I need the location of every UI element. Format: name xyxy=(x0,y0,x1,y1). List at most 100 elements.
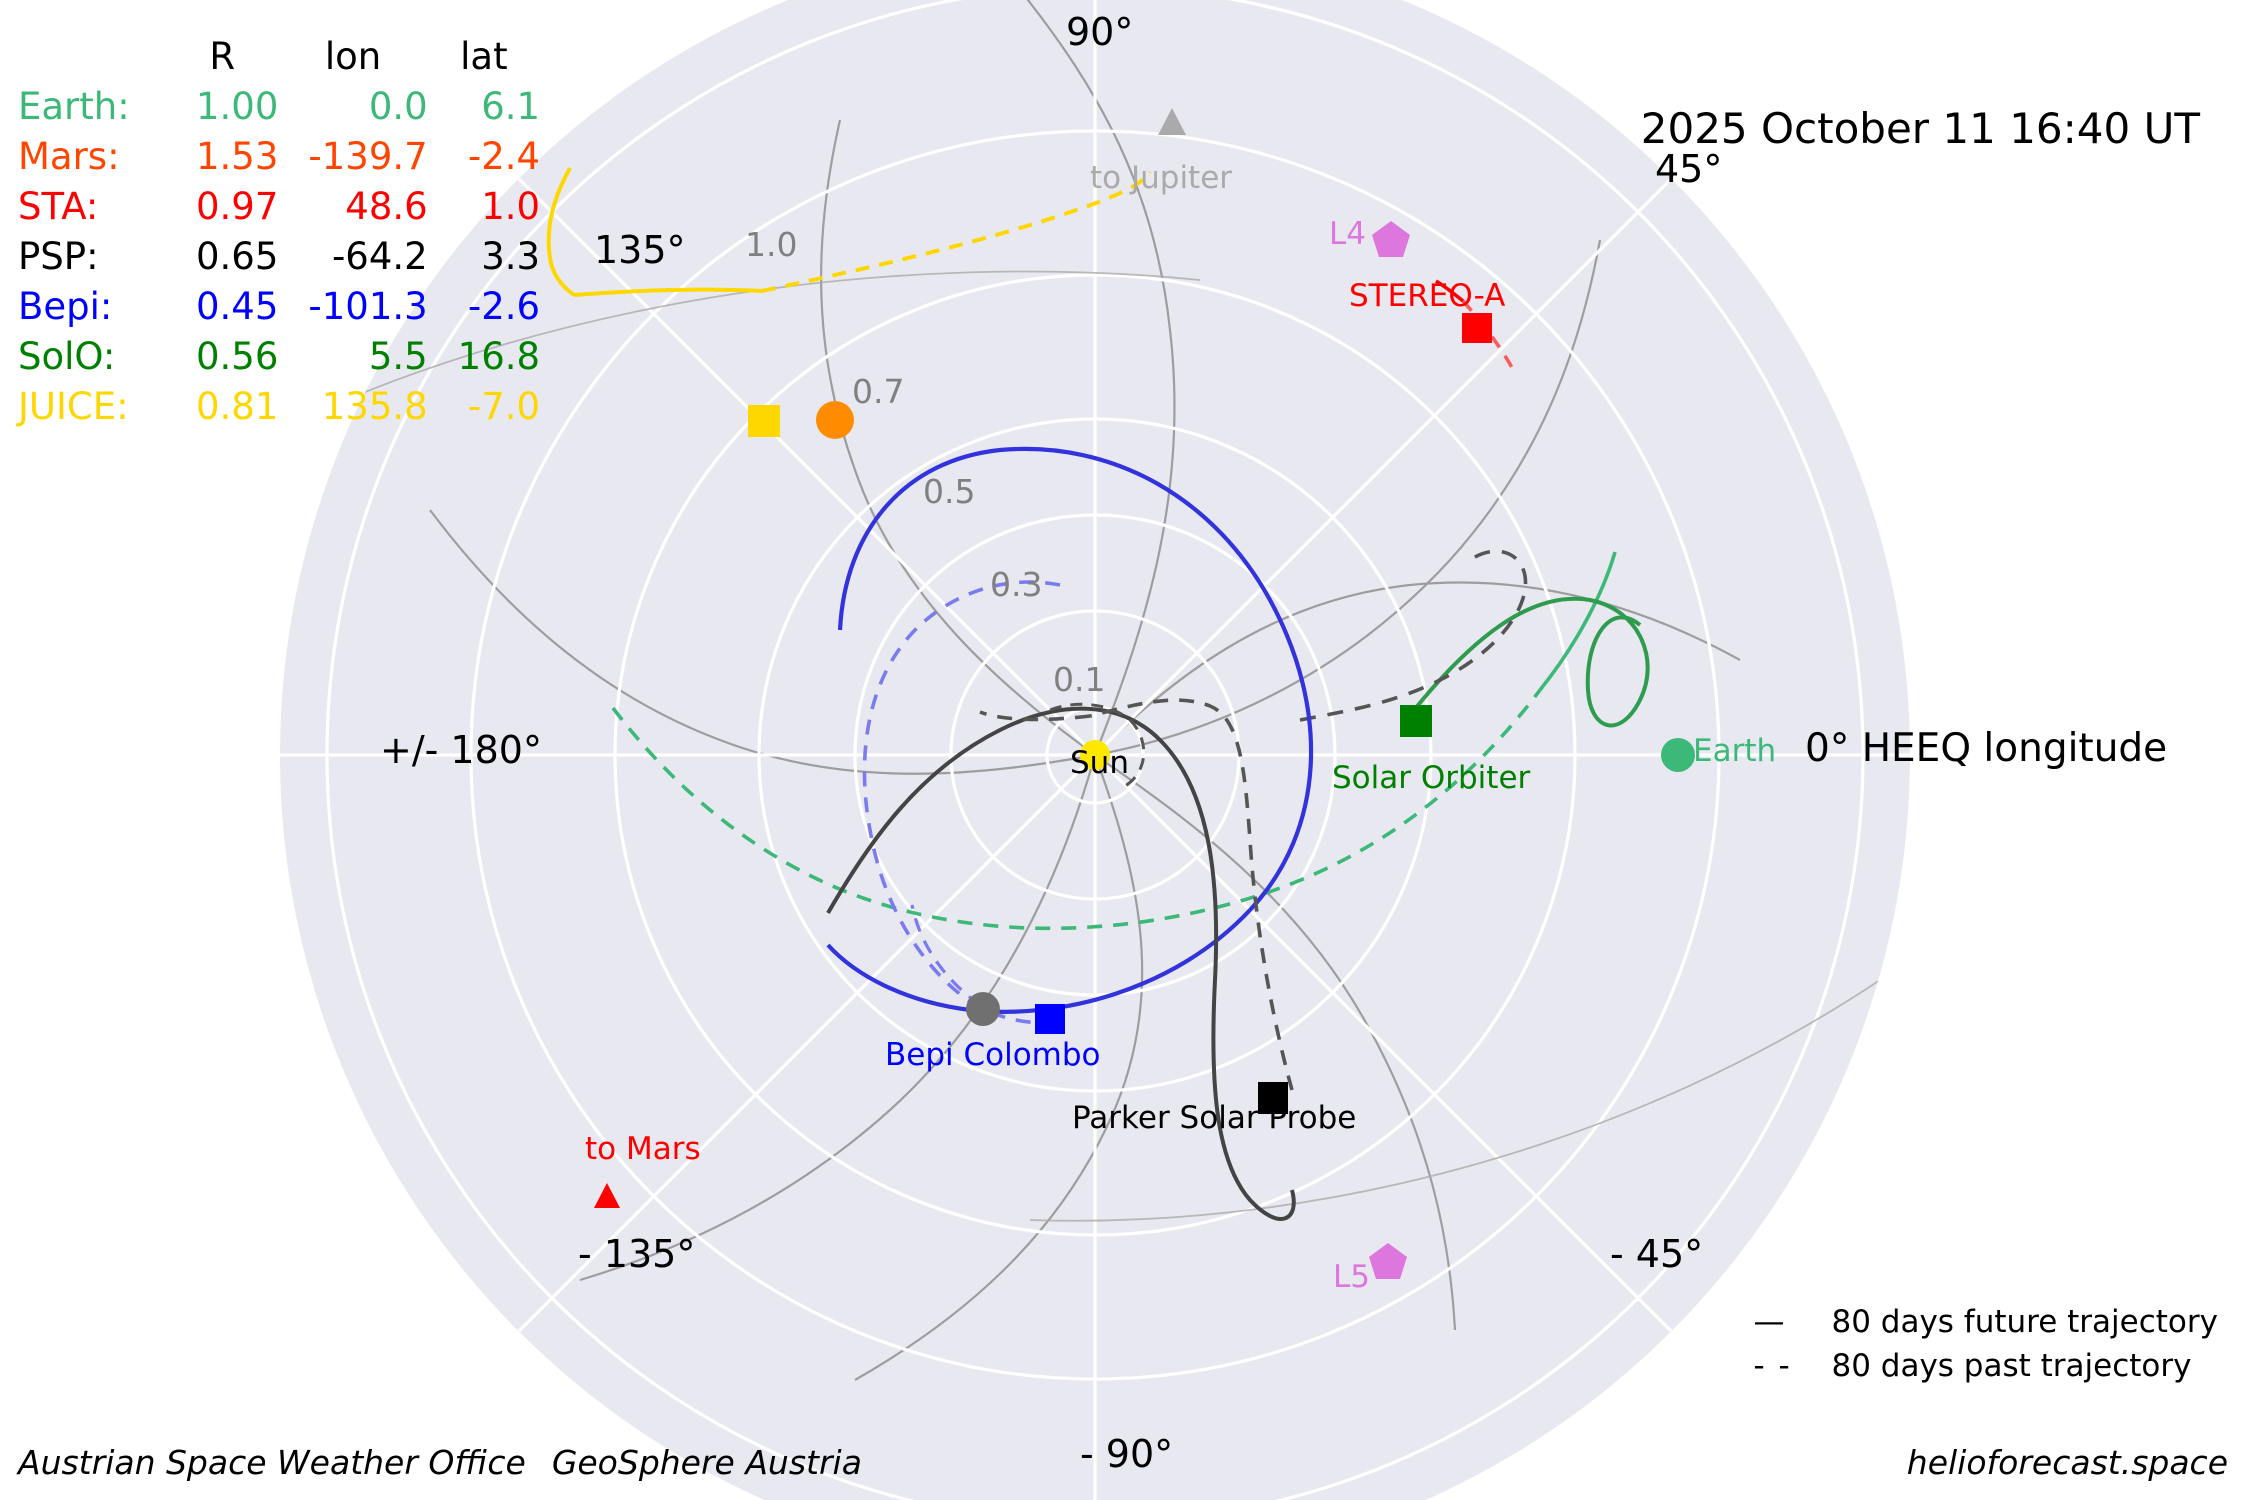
trajectory-earth-future xyxy=(1538,551,1617,692)
table-header-row: R lon lat xyxy=(18,38,540,81)
row-r-value: 1.00 xyxy=(196,84,279,128)
trajectory-inner-dashed xyxy=(1049,702,1146,788)
table-row: SolO: 0.56 5.5 16.8 xyxy=(18,331,540,381)
row-lon-value: -139.7 xyxy=(308,134,428,178)
trajectory-psp-past xyxy=(1089,698,1294,1091)
table-row: Mars: 1.53 -139.7 -2.4 xyxy=(18,131,540,181)
row-lat-value: 16.8 xyxy=(457,334,541,378)
row-lon-value: -101.3 xyxy=(308,284,428,328)
marker-to-mars[interactable] xyxy=(594,1183,620,1208)
table-header-lon: lon xyxy=(324,35,382,78)
object-label-l5[interactable]: L5 xyxy=(1333,1259,1370,1295)
row-label-sta: STA: xyxy=(18,184,99,228)
object-label-jupiter[interactable]: to Jupiter xyxy=(1090,160,1233,196)
trajectory-psp-future xyxy=(826,706,1296,1221)
table-row: PSP: 0.65 -64.2 3.3 xyxy=(18,231,540,281)
table-body: Earth: 1.00 0.0 6.1 Mars: 1.53 -139.7 -2.4 STA: 0… xyxy=(18,81,540,431)
marker-juice[interactable] xyxy=(748,405,780,437)
legend-item-future: — 80 days future trajectory xyxy=(1753,1300,2218,1344)
row-lon-value: 0.0 xyxy=(368,84,428,128)
radial-label-0-5: 0.5 xyxy=(923,472,976,511)
marker-stereo-a[interactable] xyxy=(1462,313,1492,343)
trajectory-juice-future xyxy=(546,167,576,297)
trajectory-stereoa-future xyxy=(1435,279,1465,303)
datetime-title: 2025 October 11 16:40 UT xyxy=(1640,104,2200,153)
row-r-value: 0.56 xyxy=(196,334,279,378)
marker-l4[interactable] xyxy=(1372,221,1410,257)
row-lon-value: 135.8 xyxy=(321,384,428,428)
angle-label-135-2: 135° xyxy=(594,228,686,272)
footer-office: Austrian Space Weather Office xyxy=(18,1443,526,1482)
marker-solar-orbiter[interactable] xyxy=(1400,705,1432,737)
object-label-bepi[interactable]: Bepi Colombo xyxy=(885,1037,1101,1073)
angle-label-45-1: 45° xyxy=(1655,147,1723,191)
footer-left: Austrian Space Weather Office GeoSphere A… xyxy=(18,1443,862,1482)
trajectory-earth-past xyxy=(611,688,1542,931)
row-label-juice: JUICE: xyxy=(18,384,129,428)
row-label-mars: Mars: xyxy=(18,134,120,178)
legend-label-past: 80 days past trajectory xyxy=(1831,1348,2192,1384)
row-r-value: 0.97 xyxy=(196,184,279,228)
trajectory-stereoa-past xyxy=(1461,299,1517,374)
row-lat-value: -2.6 xyxy=(467,284,541,328)
radial-label-1-0: 1.0 xyxy=(745,225,798,264)
row-label-solo: SolO: xyxy=(18,334,116,378)
body-markers xyxy=(594,108,1695,1279)
heeq-longitude-label: 0° HEEQ longitude xyxy=(1805,726,2168,771)
row-lat-value: -2.4 xyxy=(467,134,541,178)
row-lon-value: 5.5 xyxy=(368,334,428,378)
radial-label-0-7: 0.7 xyxy=(852,372,905,411)
footer-right: helioforecast.space xyxy=(1906,1443,2228,1482)
row-label-earth: Earth: xyxy=(18,84,130,128)
table-row: STA: 0.97 48.6 1.0 xyxy=(18,181,540,231)
marker-mercury[interactable] xyxy=(966,992,1000,1026)
row-label-bepi: Bepi: xyxy=(18,284,113,328)
marker-mars[interactable] xyxy=(816,401,854,439)
marker-sun[interactable] xyxy=(1080,740,1110,770)
marker-l5[interactable] xyxy=(1369,1243,1407,1279)
table-header-lat: lat xyxy=(460,35,508,78)
marker-psp[interactable] xyxy=(1258,1082,1288,1114)
trajectory-juice-past xyxy=(761,170,1152,293)
row-r-value: 0.65 xyxy=(196,234,279,278)
radial-label-0-3: 0.3 xyxy=(990,565,1043,604)
radial-label-0-1: 0.1 xyxy=(1053,660,1106,699)
row-lon-value: -64.2 xyxy=(331,234,428,278)
marker-earth[interactable] xyxy=(1661,738,1695,772)
object-label-psp[interactable]: Parker Solar Probe xyxy=(1072,1100,1357,1136)
footer-organisation: GeoSphere Austria xyxy=(551,1443,862,1482)
table-row: Earth: 1.00 0.0 6.1 xyxy=(18,81,540,131)
row-lat-value: -7.0 xyxy=(467,384,541,428)
row-r-value: 0.81 xyxy=(196,384,279,428)
legend-line-solid: — xyxy=(1753,1304,1787,1340)
object-label-mars[interactable]: to Mars xyxy=(585,1131,701,1167)
polar-grid-secondary xyxy=(299,270,1881,1222)
angle-label-45-5: - 45° xyxy=(1610,1232,1704,1276)
angle-label-180-3: +/- 180° xyxy=(380,728,542,772)
angle-label-135-4: - 135° xyxy=(578,1232,696,1276)
row-lat-value: 1.0 xyxy=(481,184,541,228)
legend-line-dashed: - - xyxy=(1753,1348,1792,1384)
object-label-sun[interactable]: Sun xyxy=(1070,745,1129,781)
object-label-l4[interactable]: L4 xyxy=(1329,216,1366,252)
object-label-solo[interactable]: Solar Orbiter xyxy=(1332,760,1531,796)
legend-item-past: - - 80 days past trajectory xyxy=(1753,1344,2218,1388)
object-label-stereo_a[interactable]: STEREO-A xyxy=(1349,278,1506,314)
angle-label-90-6: - 90° xyxy=(1080,1432,1174,1476)
position-table: R lon lat Earth: 1.00 0.0 6.1 Mars: 1.53 -139.… xyxy=(18,38,540,431)
marker-to-jupiter[interactable] xyxy=(1158,108,1186,135)
object-label-earth[interactable]: Earth xyxy=(1693,733,1777,769)
trajectory-solo-past xyxy=(1299,549,1528,722)
marker-bepi-colombo[interactable] xyxy=(1035,1004,1065,1034)
trajectory-juice-future2 xyxy=(573,287,763,297)
angle-label-90-0: 90° xyxy=(1066,10,1134,54)
table-header-R: R xyxy=(209,35,236,78)
row-r-value: 1.53 xyxy=(196,134,279,178)
row-label-psp: PSP: xyxy=(18,234,99,278)
row-lon-value: 48.6 xyxy=(345,184,428,228)
row-lat-value: 3.3 xyxy=(481,234,541,278)
table-row: JUICE: 0.81 135.8 -7.0 xyxy=(18,381,540,431)
row-r-value: 0.45 xyxy=(196,284,279,328)
